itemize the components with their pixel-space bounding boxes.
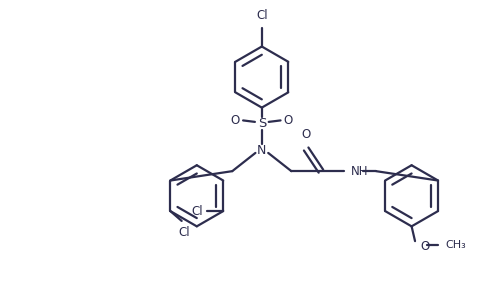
Text: NH: NH — [351, 165, 368, 178]
Text: Cl: Cl — [178, 226, 190, 239]
Text: Cl: Cl — [256, 9, 267, 22]
Text: O: O — [284, 114, 293, 127]
Text: N: N — [257, 144, 266, 157]
Text: O: O — [421, 240, 430, 252]
Text: CH₃: CH₃ — [446, 240, 467, 250]
Text: Cl: Cl — [191, 205, 203, 218]
Text: O: O — [231, 114, 240, 127]
Text: O: O — [301, 128, 311, 141]
Text: S: S — [257, 117, 266, 130]
